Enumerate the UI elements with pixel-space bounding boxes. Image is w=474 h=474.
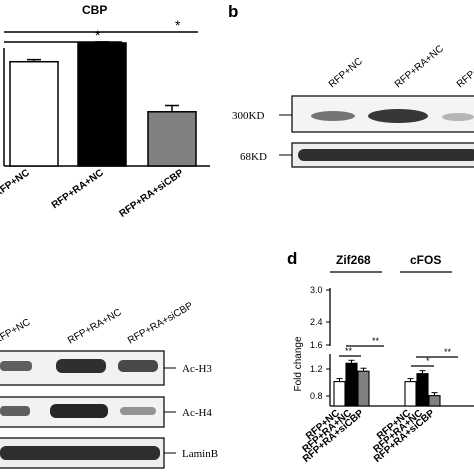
band-label-300kd: 300KD — [232, 110, 264, 122]
bar-3 — [147, 111, 197, 167]
panel-a-title: CBP — [82, 3, 107, 17]
band-label-ac-h4: Ac-H4 — [182, 407, 212, 419]
bar-g1-2 — [345, 362, 358, 407]
band-lane2 — [368, 109, 428, 123]
bar-g1-1 — [333, 381, 346, 407]
band-label-68kd: 68KD — [240, 151, 267, 163]
band-68kd — [298, 149, 474, 161]
panel-c-lane-label-2: RFP+RA+NC — [66, 307, 123, 347]
group-title-cfos: cFOS — [410, 253, 441, 267]
band-h4-lane2 — [50, 404, 108, 418]
panel-b: b RFP+NC RFP+RA+NC RFP+RA+siCBP 300KD 68KD — [228, 2, 474, 168]
band-label-laminb: LaminB — [182, 448, 218, 460]
band-h3-lane3 — [118, 360, 158, 372]
band-h4-lane3 — [120, 407, 156, 415]
band-h4-lane1 — [0, 406, 30, 416]
bar-2 — [77, 42, 127, 167]
band-h3-lane2 — [56, 359, 106, 373]
sig-mark-cfos-1: * — [426, 356, 430, 366]
ytick-label-1-2: 1.2 — [310, 364, 323, 374]
band-label-ac-h3: Ac-H3 — [182, 363, 212, 375]
panel-d-letter: d — [287, 249, 297, 268]
band-lane3 — [442, 113, 474, 121]
band-lane1 — [311, 111, 355, 121]
band-laminb — [0, 446, 160, 460]
bar-g2-1 — [404, 381, 417, 407]
bar-g2-2 — [416, 373, 429, 407]
bar-g1-3 — [357, 370, 370, 407]
panel-d-ylabel: Fold change — [293, 336, 304, 391]
panel-b-lane-label-1: RFP+NC — [327, 56, 365, 90]
panel-b-lane-label-2: RFP+RA+NC — [393, 43, 446, 90]
ytick-label-2-4: 2.4 — [310, 317, 323, 327]
panel-a-xlabel-2: RFP+RA+NC — [50, 167, 106, 211]
panel-a: CBP * * RFP+NC RFP+RA+NC RFP+RA+siCBP — [0, 3, 210, 220]
panel-d: d Zif268 cFOS Fold change 3.0 2.4 1.6 1.… — [287, 249, 474, 465]
group-title-zif268: Zif268 — [336, 253, 371, 267]
panel-c-lane-label-3: RFP+RA+siCBP — [126, 300, 195, 346]
panel-c-lane-label-1: RFP+NC — [0, 317, 32, 347]
sig-mark-top: * — [95, 27, 101, 43]
sig-mark-zif-2: ** — [372, 336, 380, 346]
panel-d-bars — [333, 359, 441, 407]
panel-b-lane-labels: RFP+NC RFP+RA+NC RFP+RA+siCBP — [327, 35, 474, 91]
ytick-label-1-6: 1.6 — [310, 340, 323, 350]
sig-mark-zif-1: ** — [345, 346, 353, 356]
bar-g2-3 — [428, 395, 441, 407]
panel-a-bars — [9, 41, 197, 167]
ytick-label-0-8: 0.8 — [310, 391, 323, 401]
panel-a-xlabel-3: RFP+RA+siCBP — [118, 167, 186, 220]
sig-mark-bottom: * — [175, 17, 181, 33]
panel-c: RFP+NC RFP+RA+NC RFP+RA+siCBP Ac-H3 Ac-H4 … — [0, 300, 218, 469]
bar-1 — [9, 60, 59, 167]
panel-b-lane-label-3: RFP+RA+siCBP — [455, 35, 474, 91]
panel-b-letter: b — [228, 2, 238, 21]
sig-mark-cfos-2: ** — [444, 347, 452, 357]
panel-a-xlabel-1: RFP+NC — [0, 167, 32, 199]
ytick-label-3-0: 3.0 — [310, 285, 323, 295]
panel-a-xlabels: RFP+NC RFP+RA+NC RFP+RA+siCBP — [0, 167, 186, 220]
panel-c-lane-labels: RFP+NC RFP+RA+NC RFP+RA+siCBP — [0, 300, 195, 346]
band-h3-lane1 — [0, 361, 32, 371]
